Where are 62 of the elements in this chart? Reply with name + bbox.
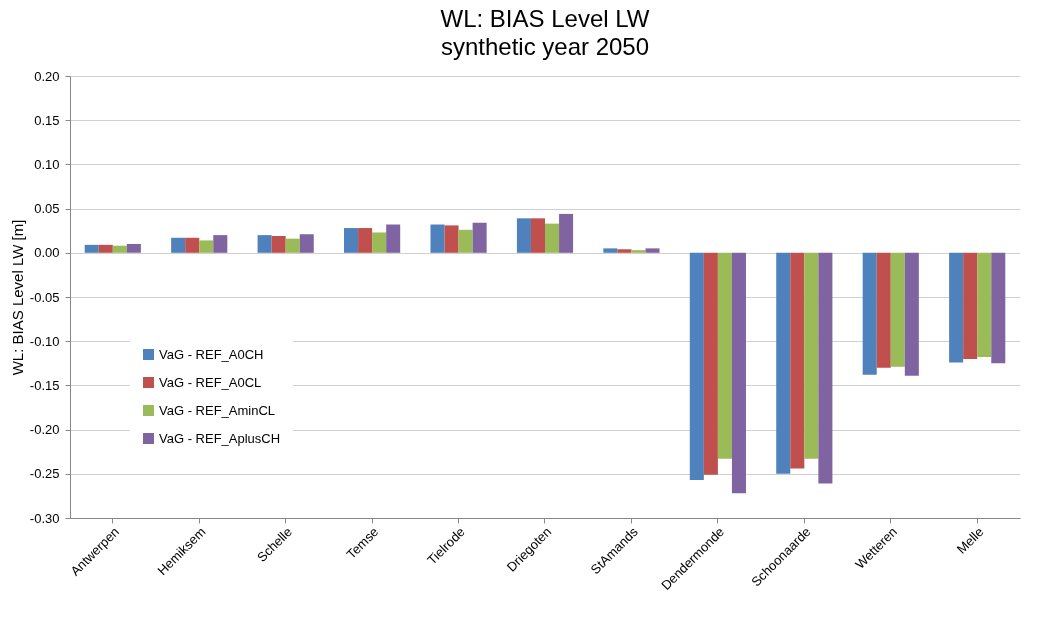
- y-tick-label: 0.10: [34, 156, 60, 172]
- chart-subtitle: synthetic year 2050: [440, 33, 650, 60]
- bar: [991, 252, 1006, 364]
- bar: [271, 236, 286, 253]
- bar: [545, 223, 560, 253]
- y-tick-label: 0.15: [34, 112, 60, 128]
- bar: [949, 252, 964, 363]
- legend-label: VaG - REF_A0CH: [159, 346, 264, 362]
- bar: [458, 229, 473, 253]
- bar: [372, 232, 387, 253]
- bar: [171, 237, 186, 253]
- bar: [776, 252, 791, 474]
- bar: [386, 224, 401, 253]
- bar: [430, 224, 445, 253]
- y-tick-label: -0.25: [29, 466, 60, 482]
- bar: [631, 250, 646, 253]
- bar: [472, 222, 487, 253]
- bar: [862, 252, 877, 375]
- y-axis-title: WL: BIAS Level LW [m]: [8, 219, 26, 376]
- bar: [818, 252, 833, 484]
- bar: [876, 252, 891, 368]
- bar: [344, 228, 359, 253]
- y-tick-label: -0.20: [29, 422, 60, 438]
- bar: [790, 252, 805, 469]
- bar: [444, 225, 459, 253]
- bar: [645, 248, 660, 253]
- y-tick-label: -0.05: [29, 289, 60, 305]
- bar: [559, 213, 574, 253]
- bar: [890, 252, 905, 367]
- bar: [126, 243, 141, 253]
- chart-title: WL: BIAS Level LW: [440, 5, 650, 32]
- bar: [717, 252, 732, 459]
- bar: [185, 237, 200, 253]
- y-tick-label: -0.10: [29, 333, 60, 349]
- bar: [904, 252, 919, 376]
- bar: [963, 252, 978, 359]
- bar: [603, 248, 618, 253]
- bar: [257, 235, 272, 253]
- bar: [98, 244, 113, 253]
- bar: [804, 252, 819, 459]
- y-tick-label: 0.20: [34, 68, 60, 84]
- legend-label: VaG - REF_AminCL: [159, 402, 276, 418]
- bar: [731, 252, 746, 494]
- bar: [689, 252, 704, 480]
- bar: [358, 228, 373, 253]
- bar: [617, 249, 632, 253]
- legend-label: VaG - REF_A0CL: [159, 374, 262, 390]
- bar: [285, 238, 300, 253]
- bar: [199, 240, 214, 253]
- bar: [112, 245, 127, 253]
- bar: [530, 218, 545, 253]
- bar: [977, 252, 992, 358]
- bar: [213, 235, 228, 253]
- bar: [299, 234, 314, 253]
- y-tick-label: 0.00: [34, 245, 60, 261]
- y-tick-label: -0.30: [29, 510, 60, 526]
- bar: [84, 244, 99, 253]
- y-tick-label: 0.05: [34, 201, 60, 217]
- bar: [516, 218, 531, 253]
- legend-label: VaG - REF_AplusCH: [159, 430, 281, 446]
- y-tick-label: -0.15: [29, 377, 60, 393]
- bar: [703, 252, 718, 475]
